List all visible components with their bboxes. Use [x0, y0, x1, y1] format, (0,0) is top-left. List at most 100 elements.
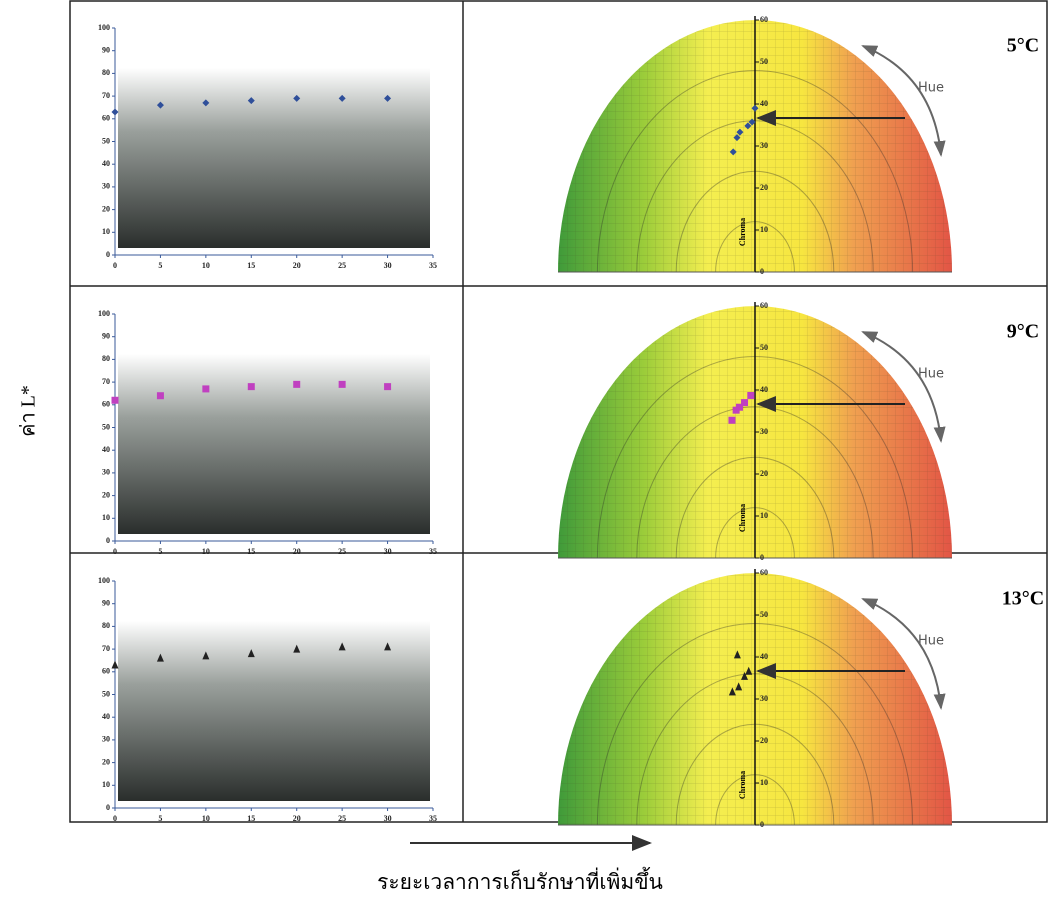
x-tick-label: 35 [429, 261, 437, 270]
condition-title: 13°C [1002, 588, 1044, 610]
point [112, 108, 119, 115]
y-tick-label: 40 [102, 445, 110, 454]
y-tick-label: 0 [760, 820, 764, 829]
y-tick-label: 10 [760, 225, 768, 234]
plot-background [118, 68, 430, 248]
x-tick-label: 5 [158, 547, 162, 556]
y-tick-label: 40 [760, 385, 768, 394]
x-tick-label: 20 [293, 261, 301, 270]
y-tick-label: 30 [102, 468, 110, 477]
y-tick-label: 20 [102, 757, 110, 766]
x-tick-label: 20 [293, 547, 301, 556]
y-tick-label: 90 [102, 46, 110, 55]
point [747, 392, 754, 399]
y-tick-label: 50 [102, 689, 110, 698]
y-tick-label: 0 [760, 553, 764, 562]
y-tick-label: 50 [102, 422, 110, 431]
chroma-label: Chroma [738, 218, 747, 246]
y-tick-label: 0 [106, 803, 110, 812]
y-tick-label: 30 [102, 735, 110, 744]
y-tick-label: 10 [760, 778, 768, 787]
y-tick-label: 50 [760, 343, 768, 352]
y-tick-label: 40 [760, 99, 768, 108]
y-tick-label: 20 [760, 183, 768, 192]
y-tick-label: 0 [760, 267, 764, 276]
point [112, 660, 119, 668]
y-tick-label: 10 [102, 780, 110, 789]
x-axis-label: ระยะเวลาการเก็บรักษาที่เพิ่มขึ้น [377, 867, 663, 894]
point [384, 383, 391, 390]
y-tick-label: 100 [98, 309, 110, 318]
figure: ค่า L* ระยะเวลาการเก็บรักษาที่เพิ่มขึ้น … [0, 0, 1048, 902]
x-tick-label: 10 [202, 547, 210, 556]
y-tick-label: 70 [102, 644, 110, 653]
y-tick-label: 40 [102, 159, 110, 168]
y-tick-label: 30 [760, 141, 768, 150]
plot-background [118, 354, 430, 534]
y-tick-label: 30 [760, 427, 768, 436]
x-tick-label: 10 [202, 814, 210, 823]
x-tick-label: 10 [202, 261, 210, 270]
x-tick-label: 20 [293, 814, 301, 823]
x-tick-label: 30 [384, 814, 392, 823]
point [741, 399, 748, 406]
y-tick-label: 60 [760, 15, 768, 24]
y-tick-label: 100 [98, 576, 110, 585]
chroma-label: Chroma [738, 504, 747, 532]
point [293, 381, 300, 388]
x-tick-label: 15 [247, 814, 255, 823]
x-tick-label: 30 [384, 261, 392, 270]
y-tick-label: 80 [102, 68, 110, 77]
y-axis-label: ค่า L* [18, 385, 40, 437]
y-tick-label: 40 [760, 652, 768, 661]
x-tick-label: 35 [429, 547, 437, 556]
y-tick-label: 20 [760, 469, 768, 478]
y-tick-label: 100 [98, 23, 110, 32]
y-tick-label: 10 [102, 513, 110, 522]
y-tick-label: 50 [102, 136, 110, 145]
condition-title: 5°C [1007, 35, 1039, 57]
y-tick-label: 0 [106, 250, 110, 259]
y-tick-label: 90 [102, 332, 110, 341]
x-tick-label: 5 [158, 261, 162, 270]
y-tick-label: 30 [102, 182, 110, 191]
x-tick-label: 0 [113, 814, 117, 823]
y-tick-label: 60 [102, 667, 110, 676]
x-tick-label: 0 [113, 547, 117, 556]
y-tick-label: 20 [760, 736, 768, 745]
point [728, 417, 735, 424]
y-tick-label: 60 [760, 301, 768, 310]
y-tick-label: 70 [102, 377, 110, 386]
y-tick-label: 0 [106, 536, 110, 545]
y-tick-label: 80 [102, 621, 110, 630]
y-tick-label: 10 [102, 227, 110, 236]
point [202, 385, 209, 392]
y-tick-label: 90 [102, 599, 110, 608]
y-tick-label: 60 [760, 568, 768, 577]
x-tick-label: 25 [338, 547, 346, 556]
x-tick-label: 25 [338, 814, 346, 823]
x-tick-label: 15 [247, 261, 255, 270]
x-tick-label: 15 [247, 547, 255, 556]
y-tick-label: 60 [102, 114, 110, 123]
y-tick-label: 50 [760, 57, 768, 66]
y-tick-label: 60 [102, 400, 110, 409]
y-tick-label: 70 [102, 91, 110, 100]
x-tick-label: 5 [158, 814, 162, 823]
y-tick-label: 20 [102, 490, 110, 499]
point [157, 392, 164, 399]
y-tick-label: 20 [102, 204, 110, 213]
x-tick-label: 25 [338, 261, 346, 270]
y-tick-label: 30 [760, 694, 768, 703]
y-tick-label: 50 [760, 610, 768, 619]
plot-background [118, 621, 430, 801]
point [248, 383, 255, 390]
y-tick-label: 80 [102, 354, 110, 363]
condition-title: 9°C [1007, 321, 1039, 343]
x-tick-label: 35 [429, 814, 437, 823]
chroma-label: Chroma [738, 771, 747, 799]
x-tick-label: 30 [384, 547, 392, 556]
y-tick-label: 40 [102, 712, 110, 721]
y-tick-label: 10 [760, 511, 768, 520]
point [112, 397, 119, 404]
